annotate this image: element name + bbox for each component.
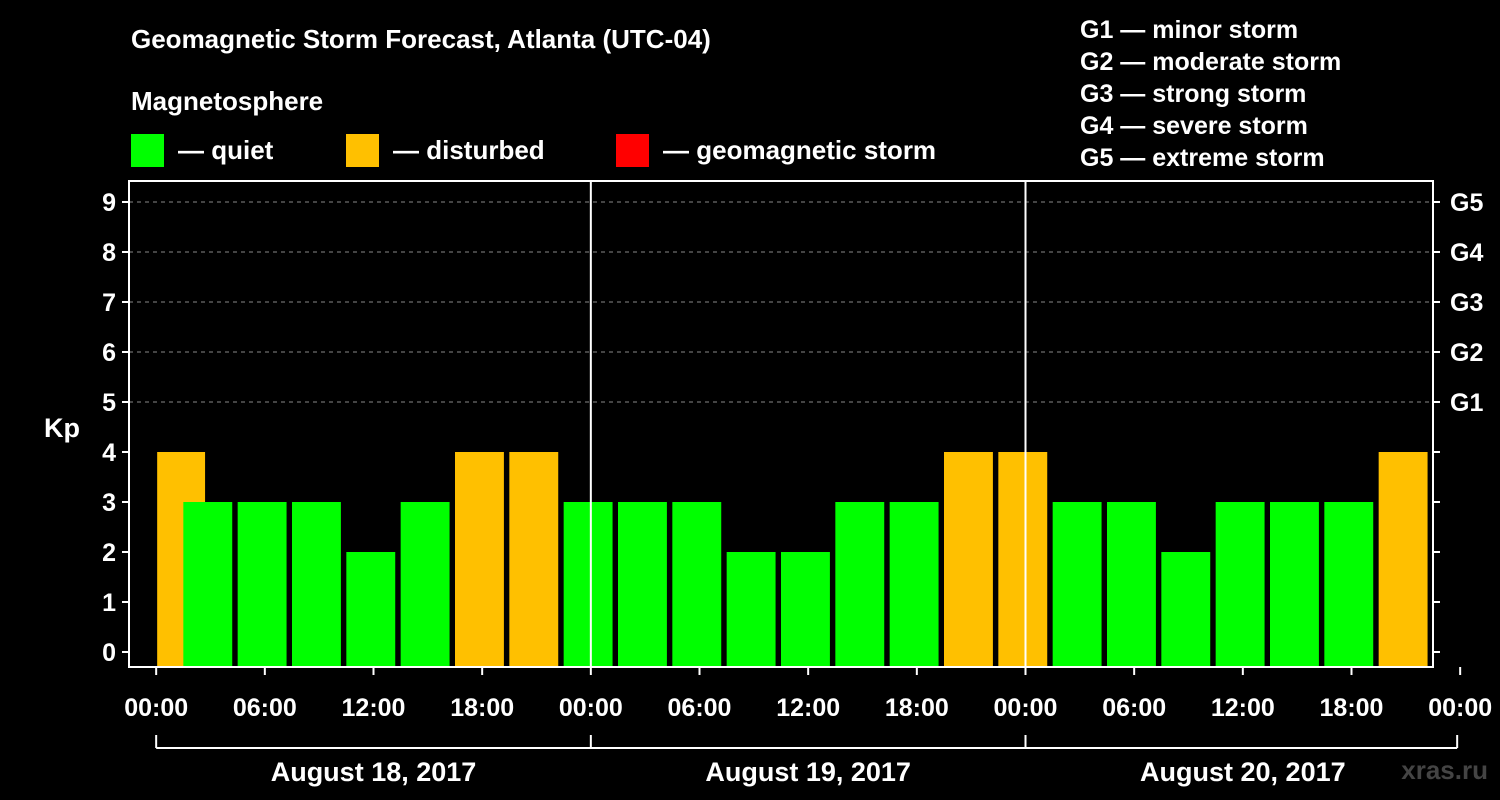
legend-item-quiet: — quiet: [131, 133, 273, 167]
y-tick-label-7: 7: [102, 289, 116, 317]
x-tick-label-12: 00:00: [1428, 694, 1492, 722]
legend-swatch-quiet: [131, 133, 164, 167]
g-scale-g3: G3 — strong storm: [1080, 80, 1307, 108]
legend-label-disturbed: — disturbed: [393, 134, 545, 165]
x-tick-label-8: 00:00: [994, 694, 1058, 722]
legend-item-disturbed: — disturbed: [346, 133, 545, 167]
kp-bar-12: [781, 552, 830, 667]
day-label-0: August 18, 2017: [271, 757, 477, 787]
kp-bar-1: [183, 502, 233, 667]
kp-bar-3: [292, 502, 341, 667]
kp-bar-6: [455, 452, 504, 667]
x-tick-label-10: 12:00: [1211, 694, 1275, 722]
kp-bar-2: [237, 502, 287, 667]
kp-bar-22: [1324, 502, 1374, 667]
y-tick-label-1: 1: [102, 589, 116, 617]
kp-bar-17: [1052, 502, 1102, 667]
g-scale-g2: G2 — moderate storm: [1080, 48, 1342, 76]
g-scale-g4: G4 — severe storm: [1080, 112, 1308, 140]
watermark: xras.ru: [1401, 755, 1488, 785]
y-tick-label-0: 0: [102, 639, 116, 667]
x-tick-label-4: 00:00: [559, 694, 623, 722]
kp-bar-4: [346, 552, 396, 667]
legend-label-quiet: — quiet: [178, 134, 274, 165]
legend-label-storm: — geomagnetic storm: [663, 134, 937, 165]
plot-frame: [128, 180, 1434, 668]
kp-bar-20: [1215, 502, 1265, 667]
y-tick-label-6: 6: [102, 339, 116, 367]
g-tick-label-g1: G1: [1450, 389, 1483, 417]
y-tick-label-3: 3: [102, 489, 116, 517]
kp-bar-10: [672, 502, 722, 667]
kp-bar-16: [998, 452, 1048, 667]
legend-swatch-storm: [616, 133, 649, 167]
g-tick-label-g5: G5: [1450, 189, 1483, 217]
x-tick-label-6: 12:00: [776, 694, 840, 722]
legend-swatch-disturbed: [346, 133, 379, 167]
y-tick-label-5: 5: [102, 389, 116, 417]
kp-bar-7: [509, 452, 559, 667]
g-scale-g5: G5 — extreme storm: [1080, 144, 1325, 172]
g-tick-label-g3: G3: [1450, 289, 1483, 317]
x-tick-label-1: 06:00: [233, 694, 297, 722]
day-label-2: August 20, 2017: [1140, 757, 1346, 787]
magnetosphere-label: Magnetosphere: [131, 86, 324, 116]
x-tick-label-9: 06:00: [1102, 694, 1166, 722]
kp-bar-21: [1270, 502, 1319, 667]
x-tick-label-2: 12:00: [342, 694, 406, 722]
x-tick-label-7: 18:00: [885, 694, 949, 722]
g-scale-g1: G1 — minor storm: [1080, 16, 1299, 44]
y-tick-label-8: 8: [102, 239, 116, 267]
kp-bar-11: [726, 552, 776, 667]
kp-bar-9: [618, 502, 667, 667]
chart-title: Geomagnetic Storm Forecast, Atlanta (UTC…: [131, 24, 711, 54]
x-tick-label-11: 18:00: [1320, 694, 1384, 722]
x-tick-label-3: 18:00: [450, 694, 514, 722]
y-tick-label-9: 9: [102, 189, 116, 217]
x-tick-label-0: 00:00: [124, 694, 188, 722]
legend-item-storm: — geomagnetic storm: [616, 133, 936, 167]
kp-bar-14: [889, 502, 939, 667]
x-tick-label-5: 06:00: [668, 694, 732, 722]
kp-bar-13: [835, 502, 885, 667]
kp-bar-23: [1378, 452, 1428, 667]
y-tick-label-4: 4: [102, 439, 116, 467]
y-tick-label-2: 2: [102, 539, 116, 567]
g-tick-label-g2: G2: [1450, 339, 1483, 367]
g-scale-legend: G1 — minor storm G2 — moderate storm G3 …: [1080, 14, 1341, 174]
kp-bar-19: [1161, 552, 1211, 667]
kp-bar-5: [400, 502, 450, 667]
day-label-1: August 19, 2017: [705, 757, 911, 787]
kp-bar-15: [944, 452, 993, 667]
kp-bar-8: [563, 502, 613, 667]
kp-bar-18: [1107, 502, 1156, 667]
g-tick-label-g4: G4: [1450, 239, 1483, 267]
y-axis-label: Kp: [44, 413, 80, 443]
